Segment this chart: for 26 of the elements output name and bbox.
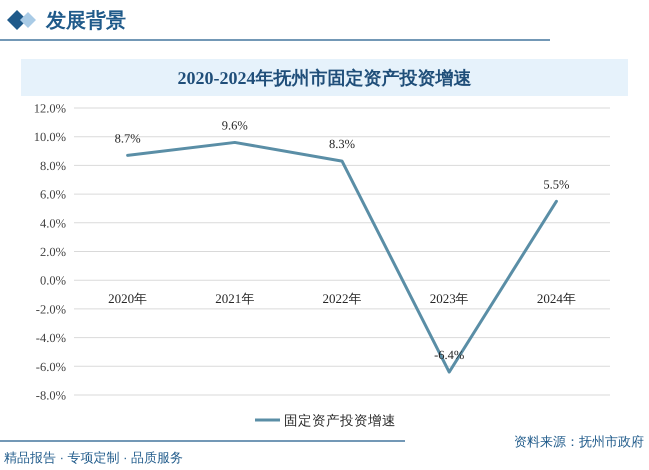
- ytick: 8.0%: [40, 158, 66, 173]
- data-label: 8.7%: [114, 131, 141, 146]
- xtick: 2024年: [536, 291, 576, 306]
- annotation: 发展背景: [46, 10, 126, 32]
- ytick: 10.0%: [34, 130, 66, 144]
- ytick: 2.0%: [40, 245, 66, 259]
- ytick: -2.0%: [36, 302, 66, 316]
- title: 2020-2024年抚州市固定资产投资增速: [178, 68, 472, 88]
- ytick: -6.0%: [36, 360, 66, 374]
- ytick: -8.0%: [36, 388, 66, 402]
- ytick: -4.0%: [36, 331, 66, 346]
- ytick: 4.0%: [40, 216, 66, 230]
- ytick: 6.0%: [40, 188, 66, 202]
- data-label: 9.6%: [222, 118, 248, 132]
- xtick: 2020年: [108, 291, 148, 306]
- xtick: 2022年: [322, 291, 362, 306]
- legend-label: 固定资产投资增速: [284, 413, 396, 428]
- data-label: 8.3%: [328, 137, 356, 152]
- xtick: 2021年: [215, 291, 254, 306]
- annotation: 精品报告 · 专项定制 · 品质服务: [4, 450, 184, 465]
- legend-item: 固定资产投资增速: [255, 413, 396, 428]
- ytick: 12.0%: [34, 102, 66, 116]
- annotation: 资料来源：抚州市政府: [514, 434, 644, 449]
- ytick: 0.0%: [40, 274, 66, 288]
- data-label: 5.5%: [543, 177, 570, 192]
- xtick: 2023年: [430, 291, 469, 306]
